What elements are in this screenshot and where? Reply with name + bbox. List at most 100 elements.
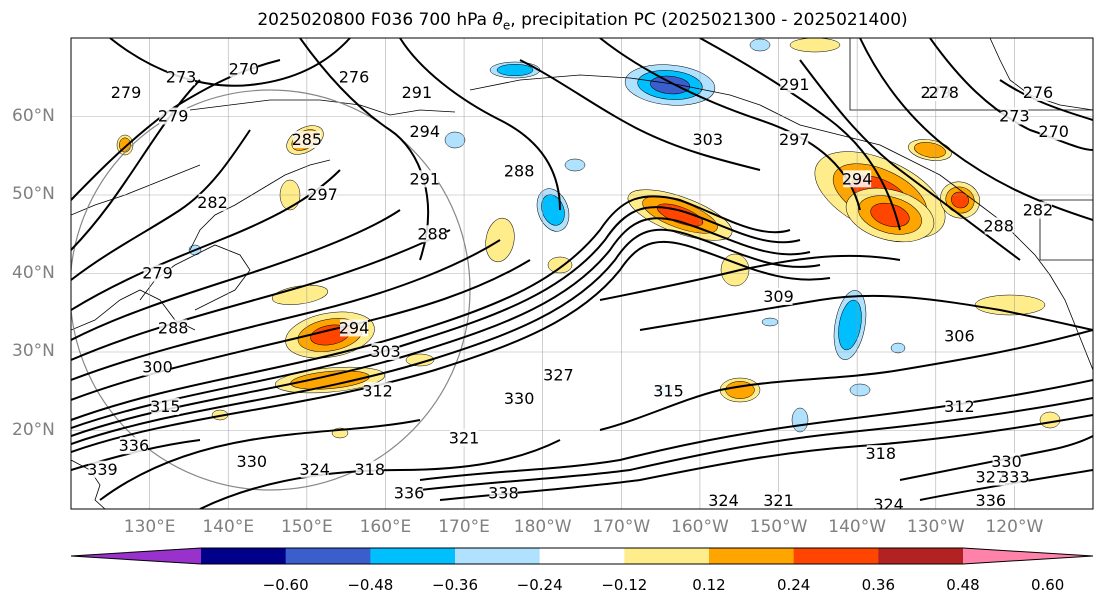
contour-label-bg <box>693 131 722 149</box>
precip-positive-area <box>725 381 755 399</box>
precip-negative-area <box>849 383 871 397</box>
contour-label-bg <box>237 452 266 470</box>
colorbar-segment <box>793 548 879 564</box>
lon-tick-label: 130°E <box>123 517 176 537</box>
colorbar-tick-label: 0.60 <box>1030 576 1065 594</box>
title-symbol: θ <box>492 10 503 30</box>
contour-label-bg <box>976 492 1005 509</box>
lat-tick-label: 50°N <box>12 184 55 204</box>
contour-label: 282 <box>197 193 228 212</box>
title-main: 2025020800 F036 700 hPa <box>257 10 493 30</box>
contour-label: 294 <box>339 318 370 337</box>
colorbar-segment <box>370 548 456 564</box>
contour-label: 278 <box>928 83 959 102</box>
contour-label: 315 <box>150 397 181 416</box>
contour-label-bg <box>159 107 188 125</box>
contour-label-bg <box>1023 83 1052 101</box>
coastline <box>759 104 1021 241</box>
colorbar-tick-label: −0.60 <box>262 576 309 594</box>
precip-negative-area <box>890 342 906 354</box>
contour-label: 279 <box>158 107 189 126</box>
contour-label-bg <box>654 382 683 400</box>
precip-negative-area <box>761 317 779 327</box>
theta-e-contour <box>71 259 531 401</box>
contour-label-bg <box>450 429 479 447</box>
lon-tick-label: 160°E <box>359 517 412 537</box>
contour-label: 276 <box>339 67 370 86</box>
lon-tick-label: 180°W <box>513 517 572 537</box>
contour-label-bg <box>945 327 974 345</box>
lat-tick-label: 30°N <box>12 341 55 361</box>
contour-label-bg <box>151 397 180 415</box>
contour-label-bg <box>874 496 903 509</box>
contour-label-bg <box>159 319 188 337</box>
colorbar-tick-label: 0.36 <box>861 576 896 594</box>
contour-labels: 270 273 276 279 279 291 285 294 297 282 291 288 288 2… <box>87 59 1069 510</box>
contour-label-bg <box>198 193 227 211</box>
theta-e-contour <box>71 169 341 311</box>
lon-tick-label: 120°W <box>985 517 1044 537</box>
contour-label-bg <box>976 468 1005 486</box>
colorbar-segment <box>539 548 625 564</box>
contour-label-bg <box>402 83 431 101</box>
colorbar-outline <box>70 547 1094 565</box>
theta-e-contour <box>699 38 901 231</box>
contour-label-bg <box>709 492 738 509</box>
precip-positive-area <box>1039 411 1061 429</box>
coastline <box>189 159 331 251</box>
contour-label: 312 <box>944 397 975 416</box>
contour-label-bg <box>410 170 439 188</box>
precip-positive-area <box>789 38 841 53</box>
theta-e-contour <box>71 209 401 341</box>
contour-label-bg <box>489 484 518 502</box>
contour-label: 300 <box>142 358 173 377</box>
precip-negative-area <box>444 131 466 149</box>
contour-label-bg <box>308 186 337 203</box>
contour-label-bg <box>410 123 439 141</box>
contour-label: 297 <box>779 130 810 149</box>
contour-label: 288 <box>417 224 448 243</box>
contour-label: 291 <box>402 83 433 102</box>
theta-e-contour <box>71 79 201 251</box>
theta-e-contour <box>299 38 429 261</box>
contour-label: 321 <box>449 428 480 447</box>
coastline <box>1019 239 1093 371</box>
contour-label: 327 <box>976 468 1007 487</box>
theta-e-contour <box>929 38 1093 151</box>
precip-positive-area <box>914 142 946 158</box>
precip-negative-area <box>749 38 771 52</box>
colorbar-tick-label: 0.48 <box>946 576 980 594</box>
theta-e-contours <box>71 38 1093 509</box>
colorbar-tick-label: −0.36 <box>432 576 478 594</box>
contour-label-bg <box>112 83 141 101</box>
contour-label-bg <box>945 397 974 415</box>
contour-label-bg <box>292 131 321 149</box>
contour-label-bg <box>1023 201 1052 219</box>
contour-label: 279 <box>111 83 142 102</box>
theta-e-contour <box>71 229 451 361</box>
contour-label: 294 <box>842 169 873 188</box>
contour-label-bg <box>119 437 148 455</box>
contour-label: 276 <box>1023 83 1054 102</box>
precip-negative-area <box>791 407 809 433</box>
contour-label: 309 <box>763 287 794 306</box>
contour-label-bg <box>1039 123 1068 141</box>
contour-label: 303 <box>370 342 401 361</box>
contour-label: 279 <box>142 264 173 283</box>
contour-label: 336 <box>976 491 1007 510</box>
contour-label-bg <box>764 492 793 509</box>
contour-label: 270 <box>229 59 260 78</box>
theta-e-contour <box>109 38 351 87</box>
theta-e-contour <box>639 294 1093 331</box>
lon-tick-label: 170°E <box>438 517 490 537</box>
theta-e-contour <box>439 414 1093 501</box>
colorbar-tick-label: −0.48 <box>347 576 394 594</box>
colorbar-segment <box>201 548 287 564</box>
contour-label-bg <box>843 170 872 188</box>
contour-label: 336 <box>394 483 425 502</box>
contour-label-bg <box>363 382 392 400</box>
contour-label-bg <box>780 131 809 149</box>
lon-tick-label: 170°W <box>592 517 651 537</box>
theta-e-contour <box>71 240 831 453</box>
theta-e-contour <box>71 206 801 429</box>
